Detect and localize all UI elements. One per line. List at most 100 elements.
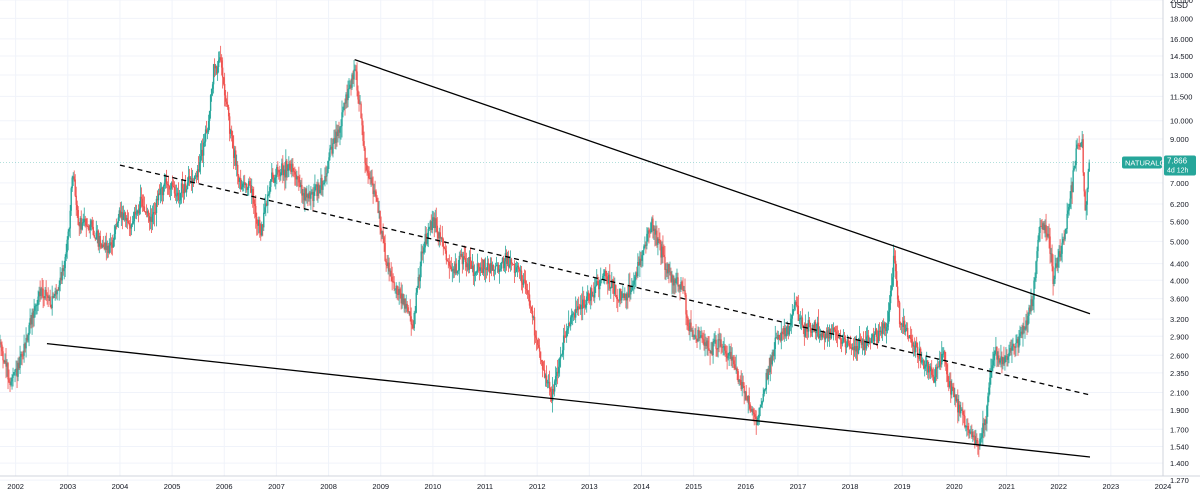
candle-body bbox=[79, 218, 81, 227]
candle-body bbox=[410, 316, 412, 325]
candle-body bbox=[730, 351, 732, 361]
candle-body bbox=[377, 201, 379, 213]
candle-body bbox=[951, 386, 953, 395]
candle-body bbox=[962, 409, 964, 415]
candle-body bbox=[770, 357, 772, 365]
candle-body bbox=[408, 311, 410, 313]
candle-body bbox=[157, 193, 160, 201]
candle-body bbox=[372, 183, 374, 195]
candle-body bbox=[380, 228, 382, 234]
candle-body bbox=[545, 375, 548, 384]
candle-body bbox=[194, 175, 197, 177]
candle-body bbox=[616, 296, 618, 300]
candle-body bbox=[968, 429, 970, 433]
candle-body bbox=[830, 333, 833, 338]
candle-body bbox=[346, 94, 348, 101]
candle-body bbox=[463, 256, 466, 259]
candle-body bbox=[874, 328, 877, 335]
candle-body bbox=[705, 342, 707, 347]
candle-body bbox=[740, 380, 742, 390]
candle-body bbox=[863, 341, 866, 351]
candle-body bbox=[553, 381, 556, 392]
candle-body bbox=[585, 304, 587, 308]
candle-body bbox=[995, 346, 997, 351]
candle-body bbox=[343, 102, 345, 111]
candle-body bbox=[1016, 339, 1018, 343]
candle-body bbox=[680, 281, 682, 290]
candle-body bbox=[174, 193, 177, 196]
candle-body bbox=[547, 381, 550, 383]
candle-body bbox=[990, 371, 992, 378]
candle-body bbox=[114, 226, 117, 235]
candle-body bbox=[469, 257, 472, 262]
candle-body bbox=[333, 137, 335, 144]
candle-body bbox=[973, 435, 975, 437]
candle-body bbox=[907, 337, 910, 339]
candle-body bbox=[137, 210, 140, 214]
candle-body bbox=[732, 356, 734, 361]
candle-body bbox=[48, 296, 50, 298]
candle-body bbox=[131, 223, 134, 225]
candle-body bbox=[422, 252, 424, 254]
candle-body bbox=[457, 270, 460, 272]
candle-body bbox=[202, 142, 205, 156]
candle-body bbox=[1045, 224, 1047, 234]
candle-body bbox=[258, 219, 260, 226]
midline-dashed-trendline[interactable] bbox=[119, 164, 1091, 396]
candle-body bbox=[1001, 356, 1003, 365]
lower-trendline[interactable] bbox=[46, 342, 1091, 458]
candle-body bbox=[658, 239, 660, 241]
candle-body bbox=[242, 183, 244, 188]
candle-body bbox=[125, 217, 128, 221]
candle-body bbox=[351, 74, 353, 88]
candle-body bbox=[723, 346, 725, 347]
candle-body bbox=[223, 83, 226, 96]
candle-body bbox=[510, 259, 513, 264]
candle-body bbox=[746, 399, 748, 401]
upper-trendline[interactable] bbox=[354, 59, 1091, 315]
candle-body bbox=[933, 376, 935, 383]
candle-body bbox=[959, 404, 961, 414]
candle-body bbox=[336, 131, 338, 137]
candle-body bbox=[177, 192, 180, 201]
candle-body bbox=[556, 371, 559, 374]
candle-body bbox=[696, 338, 698, 342]
candle-body bbox=[50, 304, 52, 309]
candle-body bbox=[264, 207, 266, 213]
candle-body bbox=[870, 337, 873, 343]
candle-body bbox=[853, 346, 856, 351]
candle-body bbox=[943, 351, 945, 354]
candle-body bbox=[288, 163, 290, 169]
candle-body bbox=[31, 312, 33, 325]
candle-body bbox=[430, 221, 432, 230]
candle-body bbox=[825, 333, 828, 338]
candle-body bbox=[849, 346, 852, 348]
candle-body bbox=[13, 372, 15, 375]
bar-countdown: 4d 12h bbox=[1167, 168, 1189, 175]
candle-body bbox=[929, 366, 931, 372]
candle-body bbox=[883, 323, 886, 329]
candle-body bbox=[532, 316, 535, 318]
candle-body bbox=[41, 288, 43, 290]
candle-body bbox=[819, 334, 822, 336]
candle-body bbox=[197, 169, 200, 172]
candle-body bbox=[574, 308, 577, 318]
x-tick-label: 2014 bbox=[633, 482, 650, 491]
candle-body bbox=[960, 410, 962, 414]
candle-body bbox=[365, 163, 367, 166]
candle-body bbox=[232, 148, 235, 158]
candle-body bbox=[666, 269, 668, 274]
candle-body bbox=[83, 218, 85, 223]
candle-body bbox=[239, 178, 241, 182]
candle-body bbox=[190, 177, 193, 184]
time-axis[interactable]: 2002 2003 2004 2005 2006 2007 2008 2009 2010 2011… bbox=[7, 482, 1171, 491]
candle-body bbox=[606, 276, 608, 279]
candle-body bbox=[97, 230, 99, 247]
price-axis[interactable]: 20.000 18.000 16.000 14.500 13.000 11.500 10.0… bbox=[1170, 0, 1193, 485]
candle-body bbox=[588, 292, 590, 301]
candle-body bbox=[58, 285, 60, 291]
candle-body bbox=[112, 240, 115, 248]
candle-body bbox=[161, 187, 164, 196]
candle-body bbox=[906, 327, 909, 338]
